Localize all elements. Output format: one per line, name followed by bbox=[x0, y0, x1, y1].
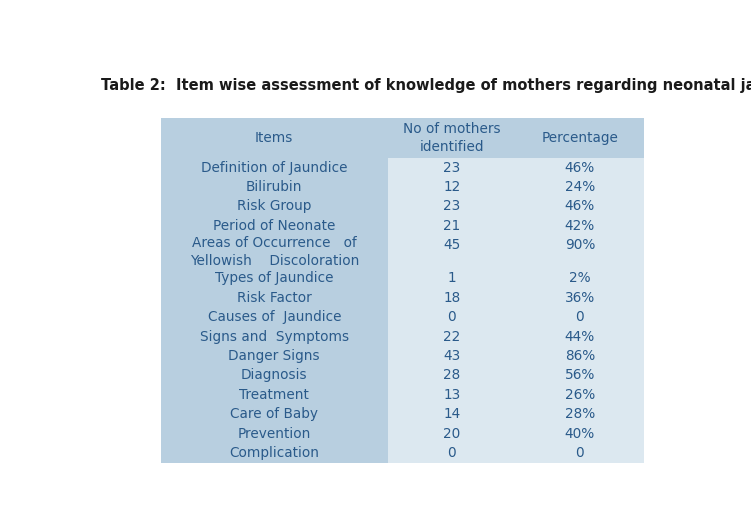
Text: 42%: 42% bbox=[565, 219, 595, 233]
Text: Treatment: Treatment bbox=[240, 388, 309, 402]
Text: Definition of Jaundice: Definition of Jaundice bbox=[201, 161, 348, 175]
Text: 45: 45 bbox=[443, 239, 460, 252]
Text: Risk Group: Risk Group bbox=[237, 199, 312, 213]
Text: 46%: 46% bbox=[565, 199, 595, 213]
Text: 28%: 28% bbox=[565, 407, 595, 421]
Bar bbox=[388, 118, 644, 158]
Text: 23: 23 bbox=[443, 161, 460, 175]
Text: Areas of Occurrence   of
Yellowish    Discoloration: Areas of Occurrence of Yellowish Discolo… bbox=[189, 236, 359, 268]
Text: 14: 14 bbox=[443, 407, 460, 421]
Text: Table 2:  Item wise assessment of knowledge of mothers regarding neonatal jaundi: Table 2: Item wise assessment of knowled… bbox=[101, 78, 751, 92]
Bar bbox=[161, 118, 644, 463]
Text: 40%: 40% bbox=[565, 427, 595, 440]
Text: 12: 12 bbox=[443, 180, 460, 194]
Text: 90%: 90% bbox=[565, 239, 595, 252]
Text: Signs and  Symptoms: Signs and Symptoms bbox=[200, 329, 349, 344]
Text: 23: 23 bbox=[443, 199, 460, 213]
Text: 26%: 26% bbox=[565, 388, 595, 402]
Text: Percentage: Percentage bbox=[541, 131, 618, 145]
Text: 20: 20 bbox=[443, 427, 460, 440]
Text: 21: 21 bbox=[443, 219, 460, 233]
Text: 18: 18 bbox=[443, 291, 460, 305]
Text: Diagnosis: Diagnosis bbox=[241, 369, 308, 382]
Text: 0: 0 bbox=[448, 446, 456, 460]
Text: 56%: 56% bbox=[565, 369, 595, 382]
Text: Types of Jaundice: Types of Jaundice bbox=[215, 271, 333, 286]
Text: Bilirubin: Bilirubin bbox=[246, 180, 303, 194]
Text: Risk Factor: Risk Factor bbox=[237, 291, 312, 305]
Text: 0: 0 bbox=[575, 310, 584, 324]
Text: Items: Items bbox=[255, 131, 294, 145]
Text: Prevention: Prevention bbox=[237, 427, 311, 440]
Text: 44%: 44% bbox=[565, 329, 595, 344]
Text: 1: 1 bbox=[448, 271, 456, 286]
Text: 28: 28 bbox=[443, 369, 460, 382]
Text: Care of Baby: Care of Baby bbox=[231, 407, 318, 421]
Text: 22: 22 bbox=[443, 329, 460, 344]
Text: Complication: Complication bbox=[229, 446, 319, 460]
Text: 13: 13 bbox=[443, 388, 460, 402]
Bar bbox=[388, 118, 644, 463]
Text: 0: 0 bbox=[448, 310, 456, 324]
Text: 0: 0 bbox=[575, 446, 584, 460]
Text: Period of Neonate: Period of Neonate bbox=[213, 219, 336, 233]
Text: 43: 43 bbox=[443, 349, 460, 363]
Text: Danger Signs: Danger Signs bbox=[228, 349, 320, 363]
Text: 36%: 36% bbox=[565, 291, 595, 305]
Text: 46%: 46% bbox=[565, 161, 595, 175]
Text: No of mothers
identified: No of mothers identified bbox=[403, 122, 501, 154]
Text: 24%: 24% bbox=[565, 180, 595, 194]
Text: Causes of  Jaundice: Causes of Jaundice bbox=[207, 310, 341, 324]
Text: 86%: 86% bbox=[565, 349, 595, 363]
Text: 2%: 2% bbox=[569, 271, 591, 286]
